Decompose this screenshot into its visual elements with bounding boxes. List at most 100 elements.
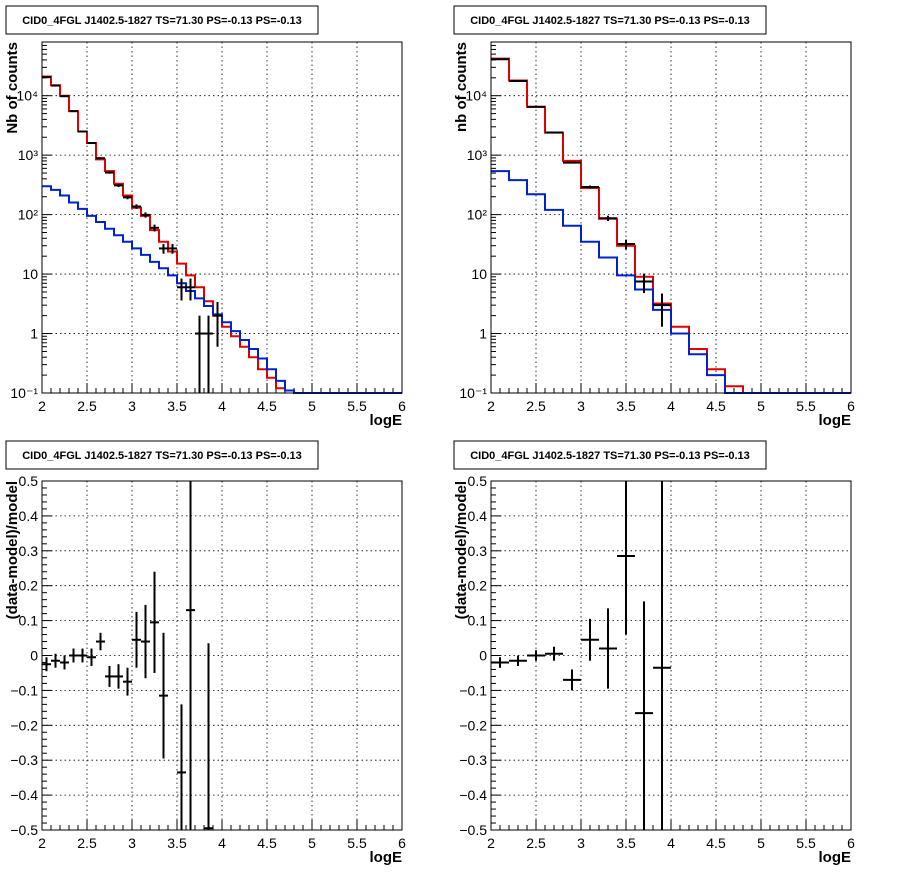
data-point <box>96 157 105 160</box>
panel-residuals-right: CID0_4FGL J1402.5-1827 TS=71.30 PS=-0.13… <box>453 440 855 866</box>
y-tick-label: 0.5 <box>468 473 488 489</box>
y-tick-label: 10⁻¹ <box>459 385 487 401</box>
data-point <box>186 278 195 301</box>
panel-residuals-left: CID0_4FGL J1402.5-1827 TS=71.30 PS=-0.13… <box>4 440 406 866</box>
data-point <box>42 76 51 79</box>
x-tick-label: 5 <box>308 835 316 851</box>
y-tick-label: 0.4 <box>19 508 39 524</box>
x-axis-title: logE <box>819 849 852 866</box>
y-tick-label: 10⁴ <box>465 88 487 104</box>
x-tick-label: 5.5 <box>347 398 367 414</box>
x-tick-label: 6 <box>847 398 855 414</box>
x-tick-label: 2.5 <box>77 398 97 414</box>
y-tick-label: −0.5 <box>10 822 38 838</box>
y-axis-title: (data-model)/model <box>4 481 21 619</box>
y-tick-label: 10⁴ <box>16 88 38 104</box>
x-tick-label: 2.5 <box>526 398 546 414</box>
data-point <box>213 301 222 347</box>
data-point <box>581 618 599 661</box>
panel-counts-right: CID0_4FGL J1402.5-1827 TS=71.30 PS=-0.13… <box>453 5 855 429</box>
y-tick-label: 0.4 <box>468 508 488 524</box>
data-point <box>78 130 87 133</box>
y-tick-label: 0.3 <box>468 543 488 559</box>
y-tick-label: 1 <box>30 326 38 342</box>
x-tick-label: 2 <box>38 398 46 414</box>
x-tick-label: 4.5 <box>257 398 277 414</box>
x-tick-label: 5.5 <box>347 835 367 851</box>
data-point <box>132 204 141 209</box>
x-tick-label: 3.5 <box>167 835 187 851</box>
y-axis-title: nb of counts <box>453 42 470 132</box>
x-tick-label: 2 <box>487 398 495 414</box>
data-point <box>141 604 150 679</box>
data-point <box>635 601 653 830</box>
y-tick-label: 0.5 <box>19 473 39 489</box>
x-tick-label: 5.5 <box>796 835 816 851</box>
y-tick-label: −0.1 <box>459 682 487 698</box>
data-point <box>509 655 527 666</box>
y-tick-label: −0.4 <box>10 787 38 803</box>
y-tick-label: 1 <box>479 326 487 342</box>
x-tick-label: 4.5 <box>706 835 726 851</box>
x-tick-label: 4 <box>667 835 675 851</box>
data-point <box>177 278 186 301</box>
data-point <box>159 632 168 759</box>
data-point <box>581 185 599 189</box>
x-tick-label: 5 <box>308 398 316 414</box>
y-tick-label: 10² <box>467 207 488 223</box>
data-point <box>617 239 635 250</box>
y-tick-label: 0.1 <box>19 613 39 629</box>
data-point <box>123 667 132 696</box>
y-tick-label: 10 <box>22 266 38 282</box>
y-tick-label: 10 <box>471 266 487 282</box>
data-point <box>51 653 60 668</box>
x-axis-title: logE <box>370 412 403 429</box>
title-box <box>453 440 767 470</box>
x-tick-label: 6 <box>398 835 406 851</box>
data-point <box>599 215 617 222</box>
series-model_total-step <box>491 57 851 394</box>
y-tick-label: −0.4 <box>459 787 487 803</box>
x-tick-label: 2.5 <box>526 835 546 851</box>
data-point <box>168 244 177 254</box>
chart-title: CID0_4FGL J1402.5-1827 TS=71.30 PS=-0.13… <box>22 450 302 462</box>
data-point <box>545 646 563 661</box>
title-box <box>453 5 767 35</box>
y-tick-label: 0.2 <box>19 578 39 594</box>
data-point <box>105 171 114 174</box>
y-tick-label: 0.2 <box>468 578 488 594</box>
data-point <box>545 131 563 134</box>
x-axis-title: logE <box>370 849 403 866</box>
title-box <box>5 5 319 35</box>
data-point <box>150 224 159 232</box>
y-tick-label: 10² <box>18 207 39 223</box>
data-point <box>42 657 51 672</box>
x-tick-label: 3 <box>577 398 585 414</box>
x-tick-label: 2 <box>487 835 495 851</box>
data-point <box>563 669 581 691</box>
data-point <box>617 481 635 635</box>
data-point <box>177 704 186 830</box>
data-point <box>96 632 105 651</box>
data-point <box>195 315 204 393</box>
x-tick-label: 4.5 <box>706 398 726 414</box>
data-point <box>527 105 545 108</box>
data-point <box>563 161 581 164</box>
data-point <box>114 183 123 187</box>
data-point <box>159 244 168 254</box>
data-point <box>141 212 150 218</box>
chart-title: CID0_4FGL J1402.5-1827 TS=71.30 PS=-0.13… <box>470 450 750 462</box>
data-point <box>51 84 60 87</box>
data-point <box>60 655 69 670</box>
plot-frame <box>490 41 852 394</box>
data-point <box>87 142 96 145</box>
x-tick-label: 3 <box>577 835 585 851</box>
chart-title: CID0_4FGL J1402.5-1827 TS=71.30 PS=-0.13… <box>22 15 302 27</box>
x-tick-label: 3.5 <box>167 398 187 414</box>
x-tick-label: 4 <box>667 398 675 414</box>
y-tick-label: 0.1 <box>468 613 488 629</box>
data-point <box>69 648 78 663</box>
data-point <box>509 79 527 82</box>
data-point <box>204 643 213 830</box>
